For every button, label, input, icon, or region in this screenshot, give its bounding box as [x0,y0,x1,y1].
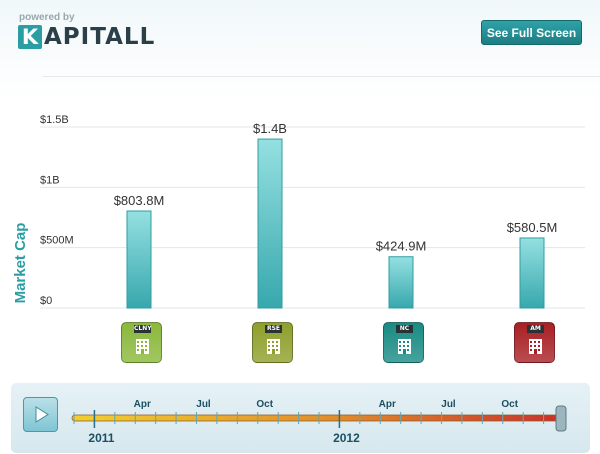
company-chip-am[interactable]: AM [514,322,555,363]
company-chip-rse[interactable]: RSE [252,322,293,363]
bar-clny[interactable] [126,210,152,309]
timeline-month-label: Apr [134,399,151,410]
header-bar: powered by K APITALL See Full Screen [0,0,600,100]
logo-k-mark: K [18,25,42,49]
timeline-month-label: Jul [441,399,456,410]
timeline-month-label: Oct [501,399,518,410]
bar-rse[interactable] [257,138,283,309]
bar-value-label: $803.8M [114,193,165,208]
play-icon [35,406,49,423]
play-button[interactable] [23,397,58,432]
bar-value-label: $1.4B [253,121,287,136]
bar-nc[interactable] [388,256,414,309]
company-chip-clny[interactable]: CLNY [121,322,162,363]
timeline-slider[interactable]: Apr Jul Oct Apr Jul Oct 2011 2012 [11,383,590,453]
y-axis-title: Market Cap [12,223,29,304]
powered-by-label: powered by [19,12,75,23]
kapitall-logo[interactable]: K APITALL [18,23,155,51]
bar-value-label: $424.9M [376,239,427,254]
company-chip-nc[interactable]: NC [383,322,424,363]
timeline-handle[interactable] [555,405,567,432]
timeline-year-label: 2012 [333,431,360,445]
see-full-screen-button[interactable]: See Full Screen [481,20,582,45]
chip-ticker-label: NC [396,325,413,333]
chip-ticker-label: RSE [265,325,282,333]
y-tick-label: $1B [40,174,60,186]
y-tick-label: $1.5B [40,114,69,126]
y-tick-label: $0 [40,295,52,307]
timeline-panel: Apr Jul Oct Apr Jul Oct 2011 2012 [11,383,590,453]
timeline-month-label: Apr [379,399,396,410]
bar-am[interactable] [519,237,545,309]
building-icon [267,339,280,354]
logo-wordmark: APITALL [44,24,156,50]
building-icon [398,339,411,354]
market-cap-chart: $0 $500M $1B $1.5B $803.8M $1.4B $424.9M $580.… [12,114,585,309]
timeline-month-label: Oct [256,399,273,410]
building-icon [136,339,149,354]
bar-value-label: $580.5M [507,220,558,235]
chip-ticker-label: CLNY [134,325,152,333]
y-tick-label: $500M [40,235,74,247]
building-icon [529,339,542,354]
header-divider [42,76,600,77]
timeline-month-label: Jul [196,399,211,410]
chip-ticker-label: AM [527,325,544,333]
timeline-year-label: 2011 [88,431,114,445]
